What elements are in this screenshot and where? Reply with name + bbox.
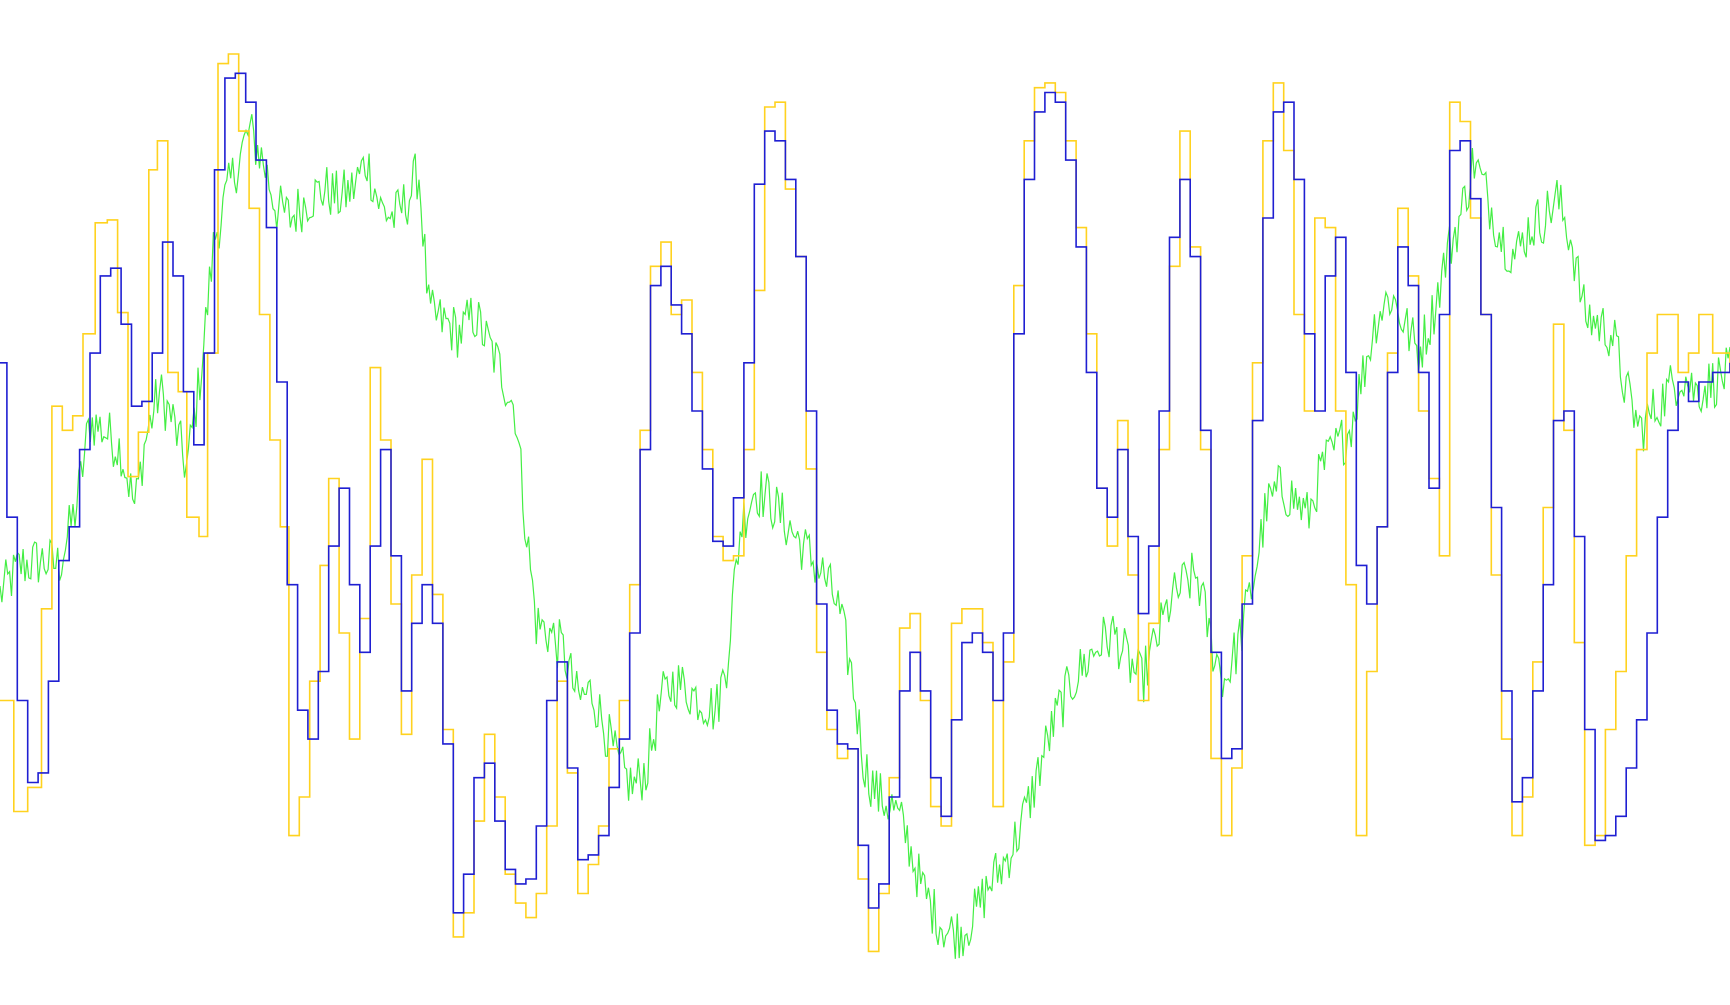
series-line-2: [0, 114, 1730, 959]
series-line-0: [0, 53, 1730, 953]
series-line-1: [0, 72, 1730, 914]
series-layer: [0, 53, 1730, 959]
